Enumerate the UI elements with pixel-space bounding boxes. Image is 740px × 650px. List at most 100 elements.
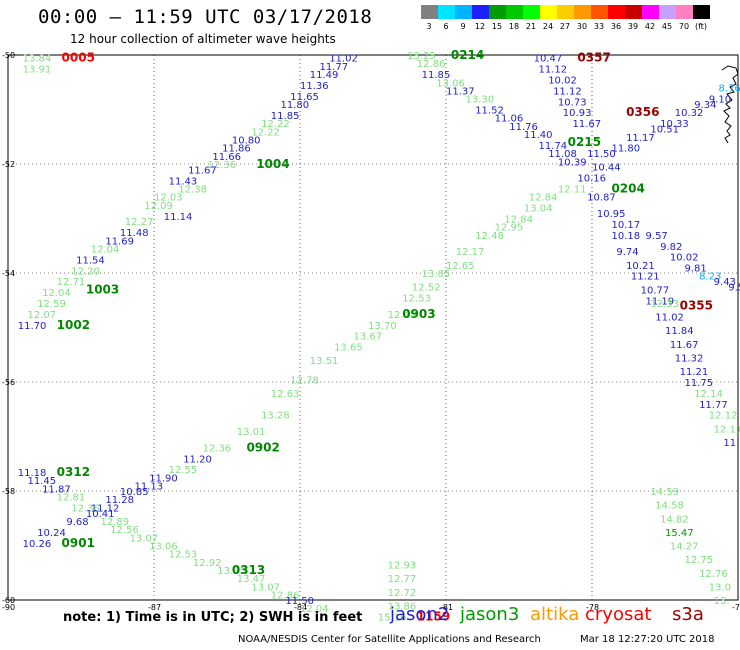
wave-height-value: 11.12 (91, 503, 120, 514)
color-scale-label: 70 (678, 22, 690, 31)
wave-height-value: 11.77 (699, 400, 728, 411)
wave-height-value: 11.70 (18, 321, 47, 332)
wave-height-value: 11.74 (538, 141, 567, 152)
wave-height-value: 11.65 (290, 92, 319, 103)
wave-height-value: 10.95 (597, 209, 626, 220)
color-scale-label: 27 (559, 22, 571, 31)
time-label: 0313 (232, 563, 265, 577)
wave-height-value: 12.04 (300, 604, 329, 615)
wave-height-value: 12.36 (208, 160, 237, 171)
color-swatch (489, 5, 506, 19)
color-scale-label: 24 (542, 22, 554, 31)
time-label: 1004 (256, 157, 289, 171)
color-swatch (574, 5, 591, 19)
wave-height-value: 12.09 (144, 201, 173, 212)
color-swatch (438, 5, 455, 19)
wave-height-value: 10.02 (548, 76, 577, 87)
latitude-tick-label: -56 (2, 378, 15, 387)
wave-height-value: 12.04 (91, 244, 120, 255)
wave-height-value: 15.16 (378, 612, 407, 623)
wave-height-value: 12.95 (495, 223, 524, 234)
wave-height-value: 11.54 (76, 255, 105, 266)
wave-height-value: 9.82 (660, 242, 682, 253)
color-swatch (625, 5, 642, 19)
latitude-tick-label: -54 (2, 269, 15, 278)
wave-height-value: 10.32 (675, 108, 704, 119)
wave-height-value: 12.38 (178, 185, 207, 196)
wave-height-value: 11.21 (631, 272, 660, 283)
color-scale-label: 21 (525, 22, 537, 31)
wave-height-value: 11.18 (723, 438, 740, 449)
wave-height-value: 11.02 (655, 313, 684, 324)
color-swatch (693, 5, 710, 19)
wave-height-value: 12.33 (650, 299, 679, 310)
color-scale-label: 12 (474, 22, 486, 31)
wave-height-value: 12.78 (290, 375, 319, 386)
satellite-legend-jason2: jason2 (390, 604, 450, 625)
wave-height-value: 14.59 (650, 487, 679, 498)
wave-height-value: 11.67 (188, 165, 217, 176)
time-label: 0215 (568, 135, 601, 149)
longitude-tick-label: -75 (732, 603, 740, 612)
wave-height-value: 13.65 (334, 343, 363, 354)
wave-height-value: 9.74 (616, 247, 638, 258)
wave-height-value: 10.77 (641, 285, 670, 296)
wave-height-value: 8.23 (699, 272, 721, 283)
wave-height-value: 9.57 (646, 231, 668, 242)
color-scale-label: 45 (661, 22, 673, 31)
wave-height-value: 13.67 (354, 332, 383, 343)
satellite-legend-cryosat: cryosat (585, 604, 652, 625)
wave-height-value: 12.07 (27, 310, 56, 321)
wave-height-value: 11.85 (271, 111, 300, 122)
wave-height-value: 11.50 (587, 149, 616, 160)
wave-height-value: 11.52 (475, 106, 504, 117)
page-subtitle: 12 hour collection of altimeter wave hei… (70, 32, 336, 46)
wave-height-value: 10.73 (558, 97, 587, 108)
wave-height-value: 11.32 (675, 353, 704, 364)
wave-height-value: 12.86 (271, 591, 300, 602)
wave-height-value: 12.93 (388, 561, 417, 572)
time-label: 0005 (62, 51, 95, 65)
wave-height-value: 13.07 (130, 533, 159, 544)
wave-height-value: 12.72 (388, 588, 417, 599)
wave-height-value: 12.14 (694, 389, 723, 400)
wave-height-value: 11.45 (27, 476, 56, 487)
wave-height-value: 13.06 (436, 78, 465, 89)
wave-height-value: 12.53 (402, 294, 431, 305)
wave-height-value: 11.06 (495, 114, 524, 125)
wave-height-value: 11.43 (169, 176, 198, 187)
wave-height-value: 13.47 (237, 574, 266, 585)
wave-height-value: 9.59 (728, 283, 740, 294)
wave-height-value: 11.66 (212, 152, 241, 163)
time-label: 0903 (402, 307, 435, 321)
wave-height-value: 12.22 (261, 119, 290, 130)
wave-height-value: 11.80 (611, 144, 640, 155)
wave-height-value: 13. (714, 596, 730, 607)
wave-height-value: 12.92 (193, 558, 222, 569)
wave-height-value: 11.85 (422, 70, 451, 81)
wave-height-value: 13.04 (524, 204, 553, 215)
wave-height-value: 14.27 (670, 542, 699, 553)
wave-height-value: 12.03 (154, 193, 183, 204)
color-scale-label: 30 (576, 22, 588, 31)
color-swatch (557, 5, 574, 19)
wave-height-value: 11.08 (548, 149, 577, 160)
wave-height-value: 10.16 (577, 174, 606, 185)
wave-height-value: 11.67 (573, 119, 602, 130)
color-swatch (506, 5, 523, 19)
wave-height-value: 13.06 (149, 542, 178, 553)
wave-height-value: 11.20 (183, 454, 212, 465)
wave-height-value: 12.77 (388, 574, 417, 585)
longitude-tick-label: -81 (440, 603, 453, 612)
wave-height-value: 13.91 (23, 65, 52, 76)
wave-height-value: 12.86 (417, 59, 446, 70)
wave-height-value: 12.84 (504, 215, 533, 226)
time-label: 1159 (417, 609, 450, 623)
latitude-tick-label: -58 (2, 487, 15, 496)
wave-height-value: 10.44 (592, 163, 621, 174)
longitude-tick-label: -84 (294, 603, 307, 612)
wave-height-value: 11.12 (538, 65, 567, 76)
wave-height-value: 12.71 (57, 277, 86, 288)
time-label: 0901 (62, 536, 95, 550)
time-label: 0357 (577, 51, 610, 65)
